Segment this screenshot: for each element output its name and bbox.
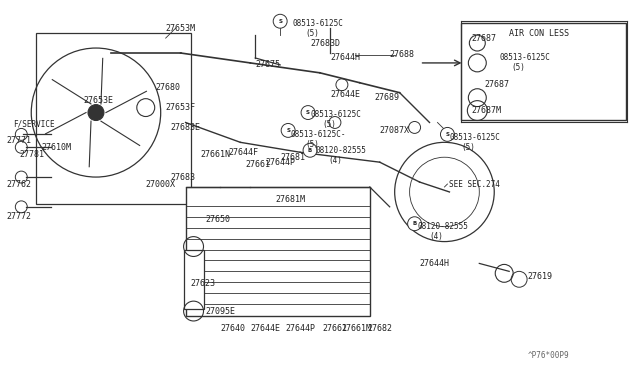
Bar [461,23,626,121]
Text: SEE SEC.274: SEE SEC.274 [449,180,500,189]
Text: ^P76*00P9: ^P76*00P9 [528,351,570,360]
Text: 08120-82555: 08120-82555 [315,146,366,155]
Text: 27610M: 27610M [41,143,71,152]
Text: 27644F: 27644F [228,148,259,157]
Text: 27772: 27772 [6,212,31,221]
Bar [36,33,191,204]
Text: 27687: 27687 [484,80,509,89]
Text: 27683: 27683 [171,173,196,182]
Text: (5): (5) [305,140,319,149]
Text: S: S [278,19,282,24]
Circle shape [408,217,422,231]
Text: 27653F: 27653F [166,103,196,112]
Text: S: S [286,128,290,133]
Text: 27683D: 27683D [310,39,340,48]
Text: S: S [306,110,310,115]
Circle shape [273,14,287,28]
Text: 27087X: 27087X [380,126,410,135]
Text: 27681M: 27681M [275,195,305,204]
Text: 27644H: 27644H [420,259,449,268]
Text: 27689: 27689 [375,93,400,102]
Text: 08513-6125C: 08513-6125C [499,54,550,62]
Text: 27687M: 27687M [471,106,501,115]
Circle shape [440,128,454,141]
Text: 27680: 27680 [156,83,180,92]
Text: 27000X: 27000X [146,180,176,189]
Text: 27683E: 27683E [171,123,201,132]
Text: 27675: 27675 [255,60,280,70]
Text: 27771: 27771 [6,136,31,145]
Text: 27682: 27682 [368,324,393,333]
Bar [186,187,370,316]
Text: (4): (4) [328,156,342,165]
Text: 27661: 27661 [322,324,347,333]
Text: 27644E: 27644E [330,90,360,99]
Circle shape [281,124,295,137]
Text: B: B [412,221,417,226]
Text: 08513-6125C: 08513-6125C [449,133,500,142]
Text: 27661N: 27661N [200,150,230,159]
Text: (5): (5) [511,63,525,73]
Text: 27781: 27781 [19,150,44,159]
Text: 27644H: 27644H [330,54,360,62]
Text: 27653M: 27653M [166,24,196,33]
Text: 08513-6125C: 08513-6125C [292,19,343,28]
Text: 27661: 27661 [245,160,270,169]
Text: 27762: 27762 [6,180,31,189]
Text: 27661M: 27661M [342,324,372,333]
Text: 27687: 27687 [471,33,497,43]
Circle shape [88,105,104,121]
Text: 27681: 27681 [280,153,305,162]
Text: 27644P: 27644P [285,324,315,333]
Text: 27644E: 27644E [250,324,280,333]
Text: F/SERVICE: F/SERVICE [13,120,55,129]
Text: 27640: 27640 [220,324,245,333]
Circle shape [303,143,317,157]
Text: B: B [308,148,312,153]
Text: S: S [445,132,449,137]
Text: AIR CON LESS: AIR CON LESS [509,29,569,38]
Text: (5): (5) [461,143,476,152]
Text: 27619: 27619 [527,272,552,281]
Text: 08513-6125C-: 08513-6125C- [290,130,346,139]
Text: (5): (5) [322,120,336,129]
Text: 27623: 27623 [191,279,216,288]
Text: 27650: 27650 [205,215,230,224]
Text: 08120-82555: 08120-82555 [417,222,468,231]
Text: 08513-6125C: 08513-6125C [310,110,361,119]
Text: 27095E: 27095E [205,307,236,315]
Text: (4): (4) [429,232,444,241]
Text: 27653E: 27653E [83,96,113,105]
Text: (5): (5) [305,29,319,38]
Text: 27688: 27688 [390,51,415,60]
Circle shape [301,106,315,119]
Text: 27644P: 27644P [265,158,295,167]
Bar [184,250,204,309]
